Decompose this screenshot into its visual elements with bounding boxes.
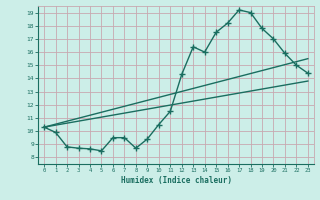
X-axis label: Humidex (Indice chaleur): Humidex (Indice chaleur) [121,176,231,185]
